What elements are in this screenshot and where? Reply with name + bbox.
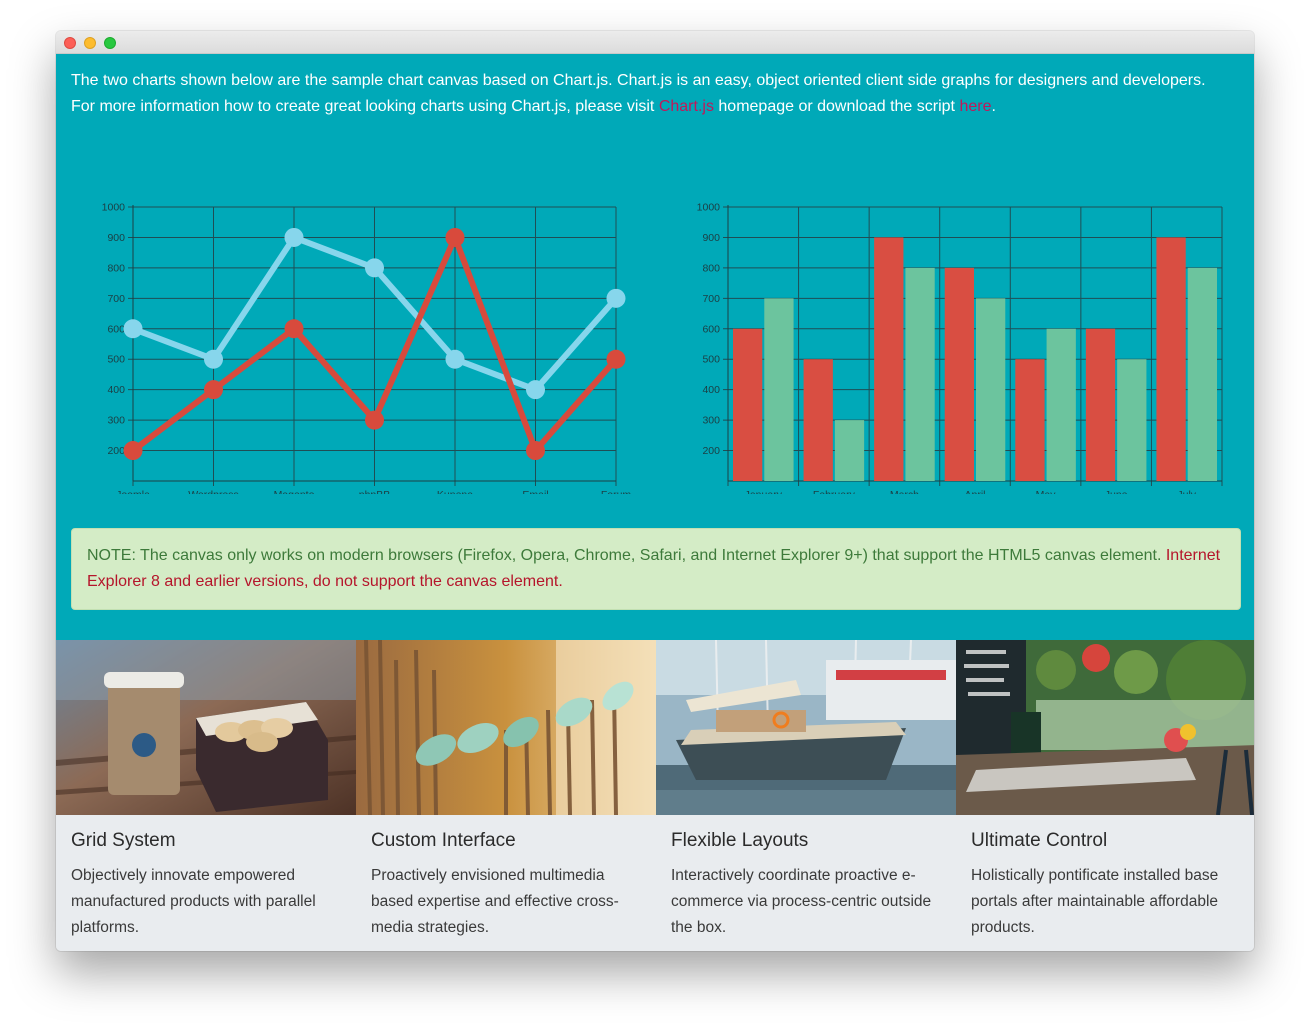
- bar: [803, 359, 833, 481]
- x-tick-label: Joomla: [116, 489, 150, 494]
- coffee-macarons-image: [56, 640, 356, 815]
- data-point: [445, 227, 465, 247]
- data-point: [204, 349, 223, 369]
- bar: [944, 267, 974, 481]
- maximize-window-icon[interactable]: [104, 37, 116, 49]
- feature-title: Grid System: [71, 830, 176, 851]
- data-point: [606, 288, 626, 308]
- intro-text-before: The two charts shown below are the sampl…: [71, 72, 1206, 115]
- data-point: [445, 349, 465, 369]
- browser-window: The two charts shown below are the sampl…: [56, 31, 1254, 951]
- x-tick-label: Magento: [274, 489, 315, 494]
- x-tick-label: Wordpress: [188, 489, 239, 494]
- bar-series-2: [764, 267, 1217, 481]
- bar-series-1: [733, 237, 1186, 481]
- feature-text: Objectively innovate empowered manufactu…: [71, 867, 316, 936]
- window-titlebar: [56, 31, 1254, 54]
- bar: [1015, 359, 1045, 481]
- feature-text: Proactively envisioned multimedia based …: [371, 867, 619, 936]
- intro-paragraph: The two charts shown below are the sampl…: [71, 68, 1231, 120]
- browser-support-note: NOTE: The canvas only works on modern br…: [71, 528, 1241, 610]
- feature-card-flexible-layouts: Flexible Layouts Interactively coordinat…: [656, 639, 956, 951]
- cafe-terrace-image: [956, 640, 1254, 816]
- bar: [1046, 328, 1076, 481]
- line-chart: 200 300 400 500 600 700 800 900 1000 Joomla Wordpr…: [102, 202, 632, 495]
- line-series-1: [123, 227, 626, 400]
- bar: [733, 328, 763, 481]
- download-link[interactable]: here: [959, 98, 992, 115]
- x-tick-label: January: [745, 489, 783, 494]
- bar: [905, 267, 935, 481]
- bar: [834, 420, 865, 481]
- note-warning: Internet Explorer 8 and earlier versions…: [87, 547, 1221, 590]
- chartjs-link[interactable]: Chart.js: [658, 98, 714, 115]
- data-point: [284, 319, 304, 339]
- y-tick-label: 600: [107, 323, 125, 335]
- y-tick-label: 1000: [697, 202, 721, 214]
- x-tick-label: February: [813, 489, 856, 494]
- y-tick-label: 300: [702, 415, 720, 427]
- y-tick-label: 400: [107, 384, 125, 396]
- x-tick-label: May: [1036, 489, 1057, 494]
- data-point: [526, 441, 545, 461]
- x-tick-label: phpBB: [359, 489, 391, 494]
- bottles-fence-image: [356, 639, 656, 816]
- y-tick-label: 900: [702, 232, 720, 244]
- y-tick-label: 400: [702, 384, 720, 396]
- bar: [1156, 237, 1186, 481]
- data-point: [123, 441, 143, 461]
- x-tick-label: April: [964, 489, 985, 494]
- close-window-icon[interactable]: [64, 37, 76, 49]
- bar: [1085, 328, 1116, 481]
- bar: [1187, 267, 1217, 481]
- data-point: [526, 380, 545, 400]
- chart-section: The two charts shown below are the sampl…: [56, 54, 1254, 640]
- x-tick-label: Kunena: [437, 489, 473, 494]
- data-point: [204, 380, 223, 400]
- feature-text: Holistically pontificate installed base …: [971, 867, 1219, 936]
- intro-text-after: .: [991, 98, 996, 115]
- x-tick-label: June: [1105, 489, 1128, 494]
- note-text: NOTE: The canvas only works on modern br…: [87, 547, 1166, 564]
- feature-title: Ultimate Control: [971, 830, 1108, 851]
- y-tick-label: 200: [107, 445, 125, 457]
- y-tick-label: 300: [107, 415, 125, 427]
- data-point: [606, 349, 626, 369]
- line-series-2: [123, 227, 626, 461]
- chart-gridlines: [128, 206, 617, 486]
- y-tick-label: 600: [702, 323, 720, 335]
- features-section: Grid System Objectively innovate empower…: [56, 639, 1254, 951]
- y-tick-label: 800: [107, 262, 125, 274]
- y-tick-label: 500: [702, 354, 720, 366]
- bar: [1117, 359, 1147, 481]
- intro-text-middle: homepage or download the script: [713, 98, 960, 115]
- bar: [976, 298, 1006, 481]
- y-tick-label: 1000: [102, 202, 126, 214]
- y-tick-label: 200: [702, 445, 720, 457]
- data-point: [365, 410, 384, 430]
- y-tick-label: 700: [702, 293, 720, 305]
- minimize-window-icon[interactable]: [84, 37, 96, 49]
- feature-card-custom-interface: Custom Interface Proactively envisioned …: [356, 639, 656, 951]
- data-point: [123, 319, 143, 339]
- feature-card-grid-system: Grid System Objectively innovate empower…: [56, 640, 356, 951]
- y-tick-label: 900: [107, 232, 125, 244]
- x-tick-label: Forum: [601, 489, 632, 494]
- data-point: [365, 258, 384, 278]
- feature-text: Interactively coordinate proactive e-com…: [671, 867, 932, 936]
- feature-title: Custom Interface: [371, 830, 516, 851]
- y-tick-label: 500: [107, 354, 125, 366]
- bar: [764, 298, 794, 481]
- x-tick-label: March: [890, 489, 919, 494]
- data-point: [284, 227, 304, 247]
- feature-title: Flexible Layouts: [671, 830, 809, 851]
- bar-chart: 200 300 400 500 600 700 800 900 1000 January Febru…: [697, 202, 1223, 494]
- feature-card-ultimate-control: Ultimate Control Holistically pontificat…: [956, 640, 1254, 951]
- bar: [874, 237, 904, 481]
- harbour-boat-image: [656, 639, 956, 815]
- y-tick-label: 700: [107, 293, 125, 305]
- x-tick-label: Email: [522, 489, 548, 494]
- x-tick-label: July: [1177, 489, 1196, 494]
- y-tick-label: 800: [702, 262, 720, 274]
